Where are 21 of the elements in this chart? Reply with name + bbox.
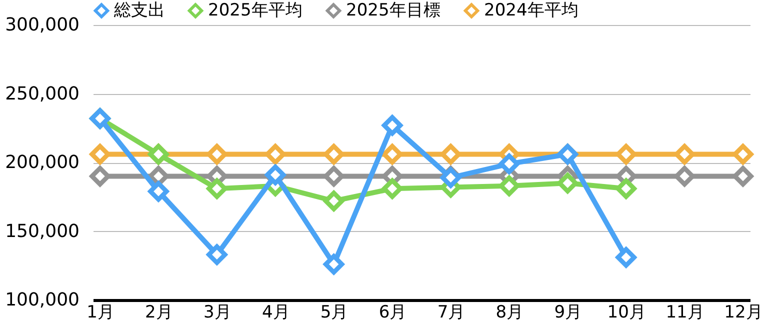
x-tick-label: 2月 [145, 302, 173, 322]
x-tick-label: 7月 [437, 302, 466, 322]
legend-label: 2024年平均 [484, 0, 578, 21]
x-tick-label: 11月 [666, 302, 704, 322]
x-tick-label: 3月 [204, 302, 232, 322]
x-tick-label: 12月 [724, 302, 763, 322]
x-tick-label: 10月 [607, 302, 646, 322]
y-tick-label: 100,000 [5, 290, 80, 310]
x-tick-label: 9月 [554, 302, 582, 322]
y-tick-label: 250,000 [5, 83, 80, 104]
y-tick-label: 200,000 [5, 152, 80, 173]
x-tick-label: 1月 [86, 302, 114, 322]
y-tick-label: 300,000 [5, 14, 80, 36]
legend-label: 2025年目標 [346, 0, 440, 21]
x-tick-label: 4月 [262, 302, 290, 322]
y-tick-label: 150,000 [5, 220, 80, 242]
legend-label: 総支出 [113, 0, 165, 21]
x-tick-label: 8月 [496, 302, 524, 322]
x-tick-label: 5月 [320, 302, 348, 322]
legend-label: 2025年平均 [208, 0, 302, 21]
x-tick-label: 6月 [378, 302, 407, 322]
